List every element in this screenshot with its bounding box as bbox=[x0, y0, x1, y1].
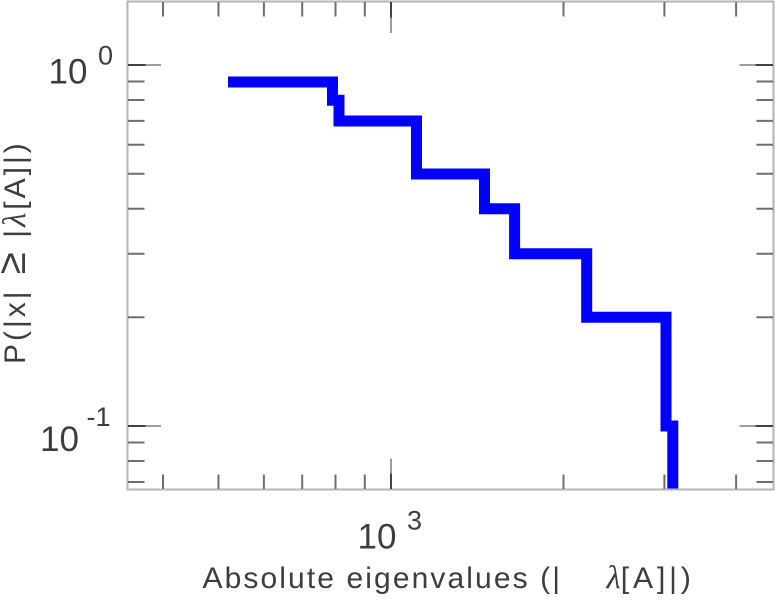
svg-text:0: 0 bbox=[98, 40, 113, 70]
svg-text:P(|x| ≥ |λ[A]|): P(|x| ≥ |λ[A]|) bbox=[0, 140, 34, 364]
svg-text:λ[A]|): λ[A]|) bbox=[606, 560, 695, 596]
svg-text:10: 10 bbox=[358, 518, 397, 557]
svg-text:-1: -1 bbox=[87, 402, 111, 432]
svg-text:10: 10 bbox=[40, 420, 79, 459]
svg-text:Absolute eigenvalues (|: Absolute eigenvalues (| bbox=[203, 562, 563, 595]
svg-text:10: 10 bbox=[49, 53, 88, 92]
svg-text:3: 3 bbox=[407, 506, 422, 536]
